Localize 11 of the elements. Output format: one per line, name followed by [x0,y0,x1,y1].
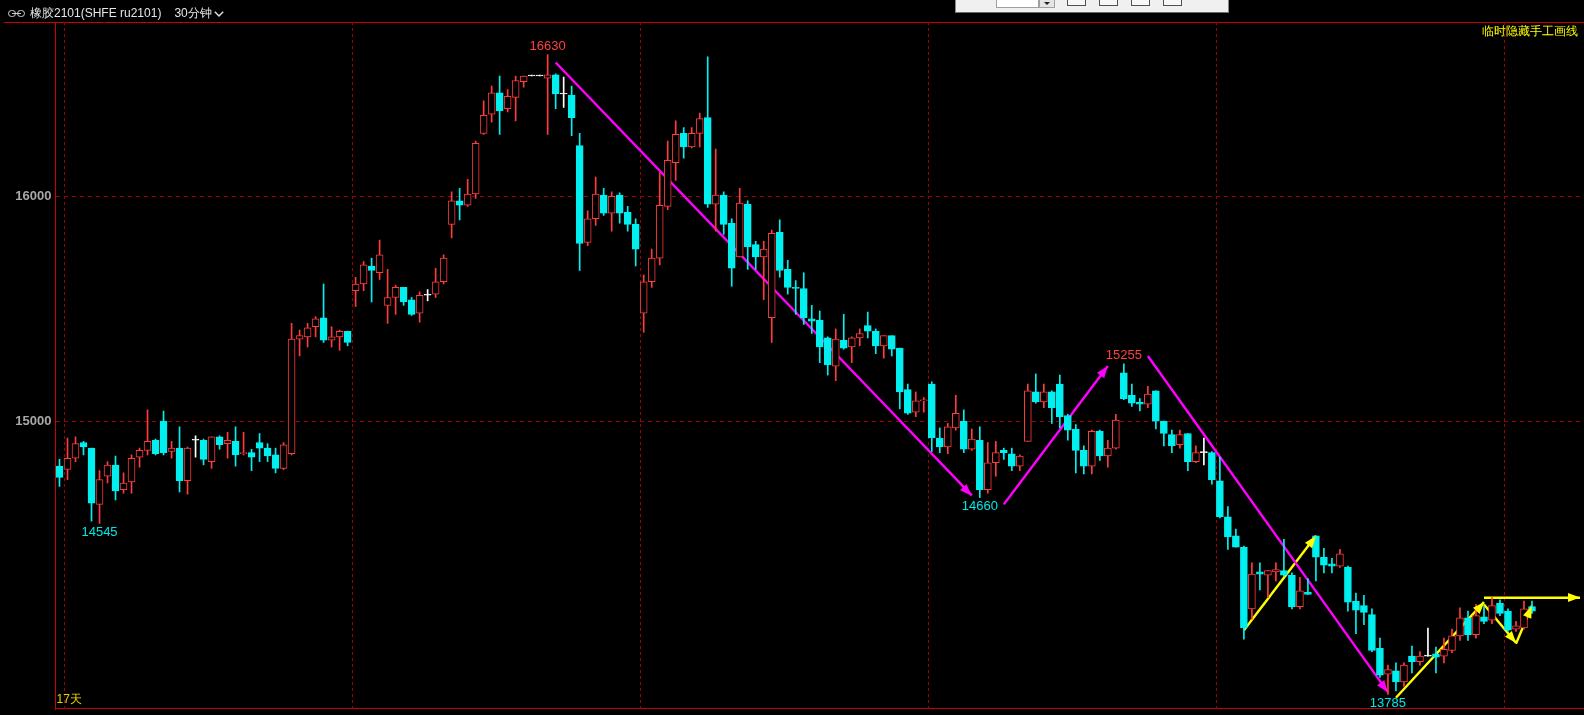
y-tick-label: 16000 [15,187,52,203]
annotation: 14545 [81,524,118,540]
y-tick-label: 15000 [15,412,52,428]
annotation: 14660 [961,498,998,514]
annotation: 16630 [529,38,566,54]
annotation: 13785 [1369,694,1407,710]
chart-subtitle: 30分钟 [174,5,212,22]
chart-title: 橡胶2101(SHFE ru2101) [30,5,162,22]
annotation: 17天 [56,692,82,707]
annotation: 临时隐藏手工画线 [1482,23,1578,38]
annotation: 15255 [1105,347,1142,363]
